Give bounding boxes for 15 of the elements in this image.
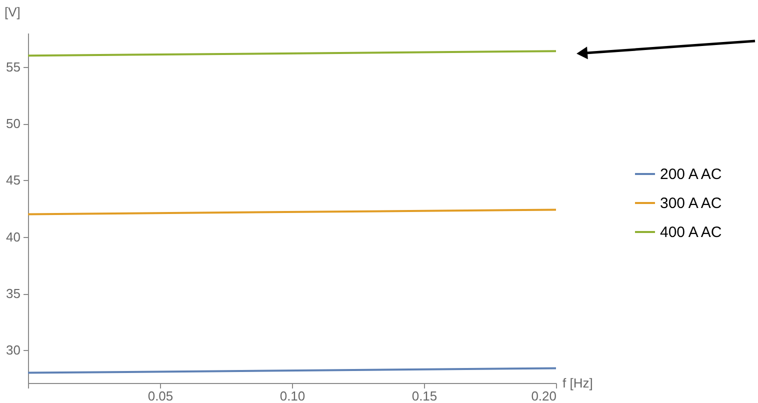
x-tick-label: 0.15	[412, 388, 438, 403]
y-tick-label: 35	[6, 286, 20, 302]
legend-label: 400 A AC	[660, 224, 722, 241]
x-tick-label: 0.20	[531, 388, 556, 403]
y-tick-label: 55	[6, 59, 20, 74]
legend-label: 300 A AC	[660, 195, 722, 212]
x-tick-label: 0.10	[280, 388, 306, 403]
y-tick-label: 45	[6, 172, 20, 188]
x-tick-label: 0.05	[148, 388, 174, 403]
y-axis-title: [V]	[4, 4, 20, 20]
legend-label: 200 A AC	[660, 166, 722, 183]
x-axis-title: f [Hz]	[562, 376, 593, 390]
y-tick-label: 30	[6, 342, 20, 358]
y-tick-label: 40	[6, 229, 20, 244]
y-tick-label: 50	[6, 116, 20, 132]
